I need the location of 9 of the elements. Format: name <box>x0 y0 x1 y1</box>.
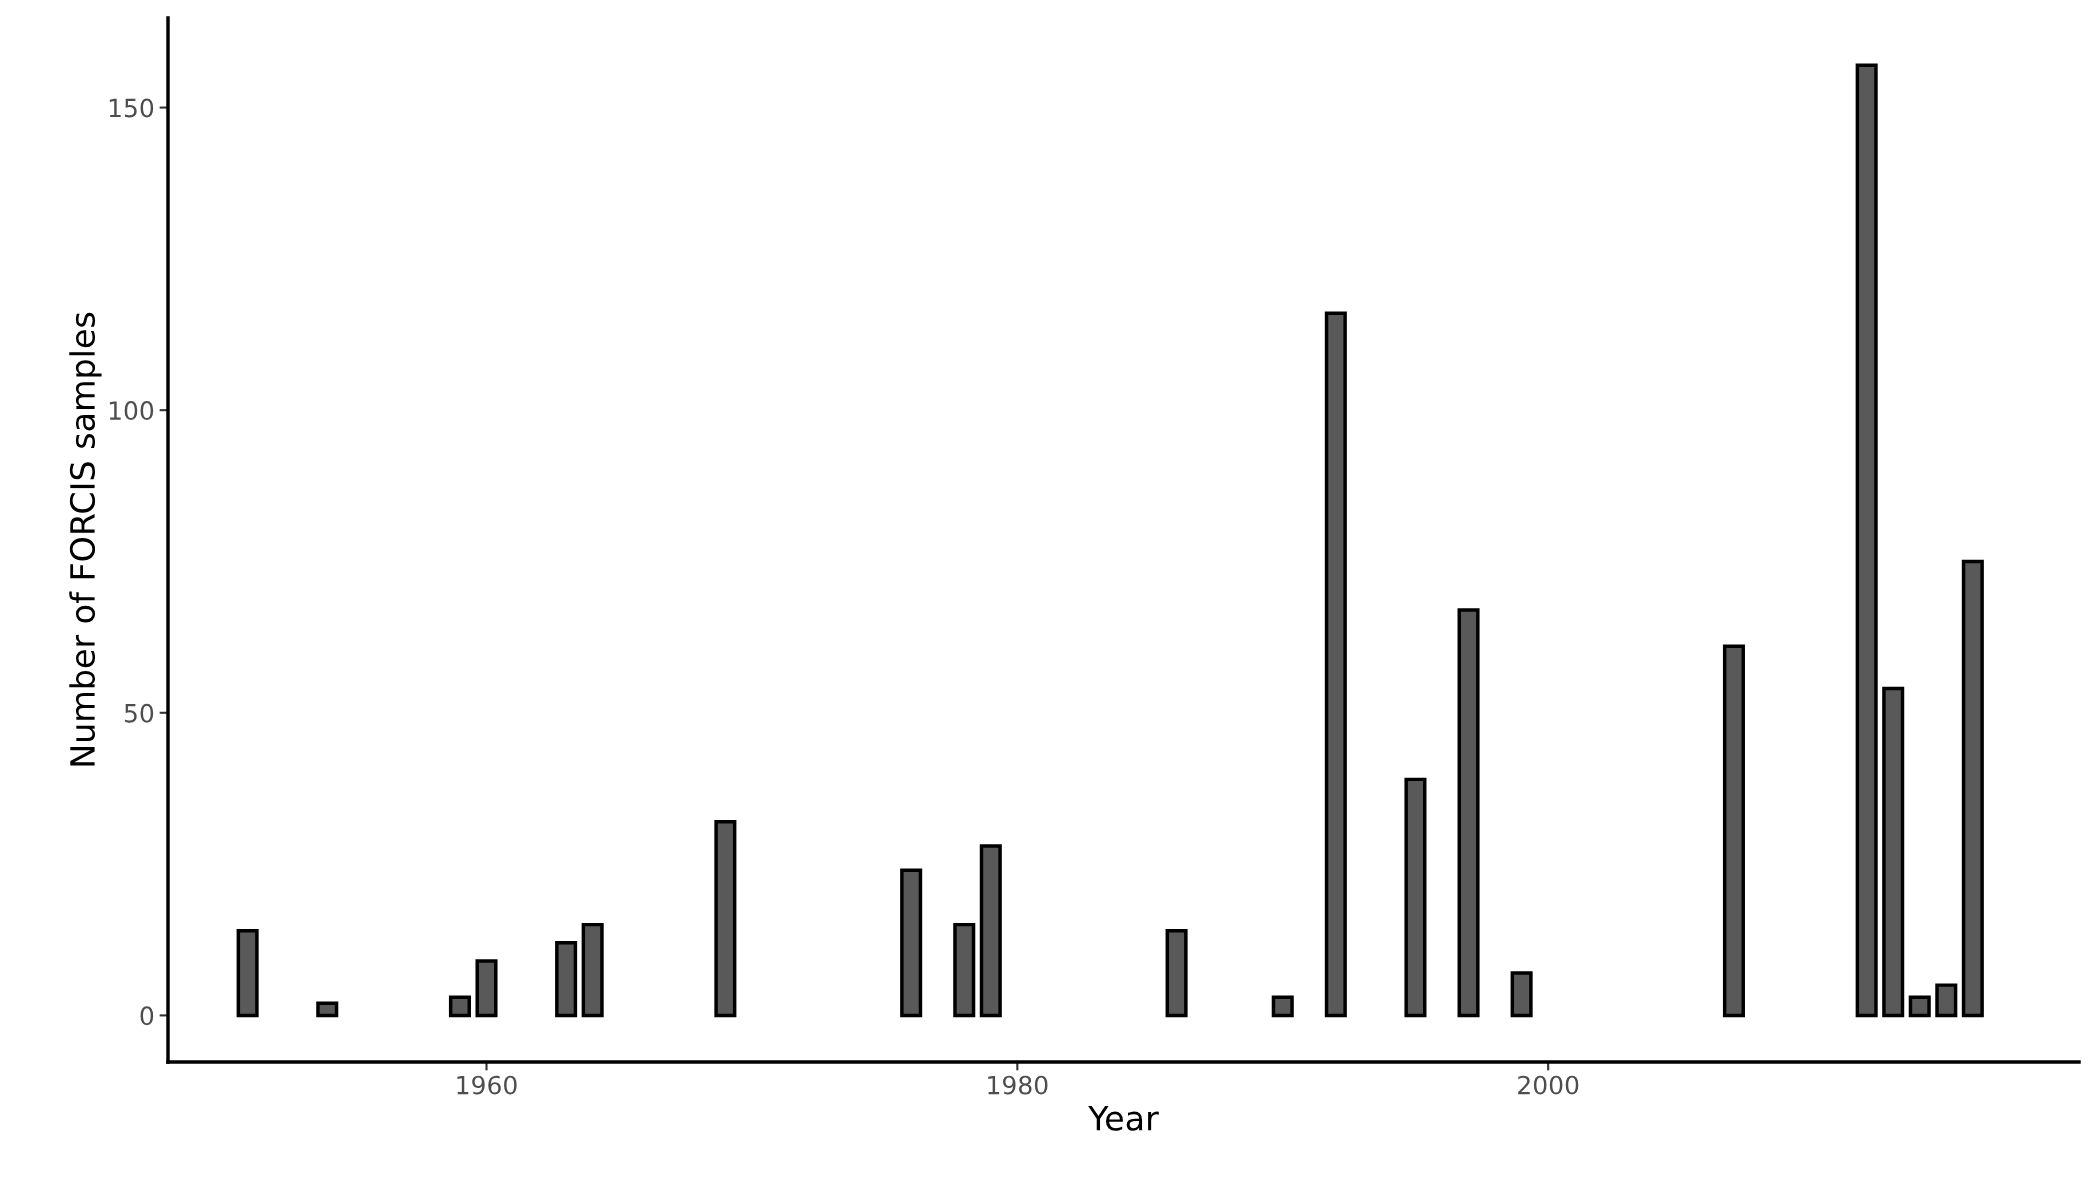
y-tick-label: 0 <box>140 1006 154 1026</box>
y-tick-label: 150 <box>109 98 154 118</box>
y-axis-title: Number of FORCIS samples <box>69 312 102 766</box>
y-tick-label: 50 <box>124 703 154 723</box>
x-axis-title: Year <box>1088 1105 1159 1131</box>
x-tick-label: 2000 <box>1518 1075 1579 1095</box>
x-tick-label: 1980 <box>988 1075 1048 1095</box>
x-tick-label: 1960 <box>457 1075 517 1095</box>
y-tick-label: 100 <box>109 401 154 421</box>
